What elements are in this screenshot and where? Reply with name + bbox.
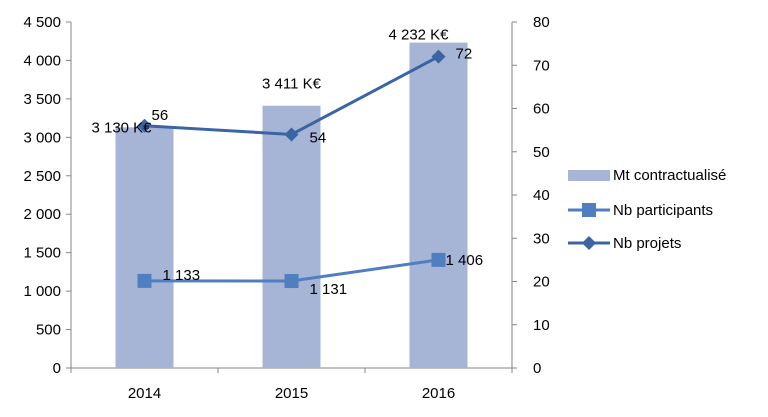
right-tick-label: 30 (533, 230, 550, 247)
right-tick-label: 0 (533, 360, 541, 377)
participants-data-label: 1 133 (163, 267, 201, 284)
marker-square (284, 274, 299, 289)
marker-diamond (431, 49, 446, 64)
data-labels: 3 130 K€ 3 411 K€ 4 232 K€ 1 133 1 131 1 406 5… (91, 27, 483, 298)
line-series (137, 49, 446, 289)
bar (115, 127, 174, 369)
right-tick-label: 50 (533, 144, 550, 161)
projets-data-label: 54 (310, 129, 327, 146)
left-tick-label: 0 (53, 360, 61, 377)
marker-diamond (284, 127, 299, 142)
right-tick-label: 10 (533, 317, 550, 334)
right-tick-label: 20 (533, 274, 550, 291)
left-tick-label: 4 500 (23, 14, 61, 31)
left-tick-label: 4 000 (23, 52, 61, 69)
bar (262, 105, 321, 369)
bar-data-label: 4 232 K€ (388, 27, 449, 44)
bar-data-label: 3 130 K€ (91, 119, 152, 136)
legend-marker-square (582, 203, 596, 217)
left-tick-label: 1 500 (23, 245, 61, 262)
left-tick-label: 3 000 (23, 129, 61, 146)
legend-swatch-bar (568, 170, 610, 181)
left-tick-label: 3 500 (23, 91, 61, 108)
left-tick-label: 2 000 (23, 206, 61, 223)
right-tick-label: 80 (533, 14, 550, 31)
bar-data-label: 3 411 K€ (262, 76, 322, 93)
right-tick-label: 70 (533, 57, 550, 74)
bar-series-mt-contractualise (115, 42, 468, 369)
legend-label: Mt contractualisé (613, 167, 726, 184)
legend: Mt contractualisé Nb participants Nb proje… (568, 167, 726, 252)
legend-label: Nb participants (613, 202, 713, 219)
marker-square (137, 273, 152, 288)
left-tick-label: 500 (36, 322, 61, 339)
marker-square (431, 252, 446, 267)
right-tick-label: 60 (533, 101, 550, 118)
projets-data-label: 56 (152, 107, 169, 124)
participants-data-label: 1 406 (446, 252, 484, 269)
legend-label: Nb projets (613, 235, 681, 252)
x-tick-label: 2014 (128, 385, 161, 402)
x-tick-label: 2016 (422, 385, 455, 402)
projets-data-label: 72 (456, 46, 473, 63)
left-tick-label: 1 000 (23, 283, 61, 300)
x-tick-label: 2015 (275, 385, 308, 402)
left-tick-label: 2 500 (23, 168, 61, 185)
right-tick-label: 40 (533, 187, 550, 204)
bar (409, 42, 468, 368)
participants-data-label: 1 131 (310, 281, 348, 298)
marker-diamond (137, 118, 152, 133)
legend-marker-diamond (582, 236, 596, 250)
